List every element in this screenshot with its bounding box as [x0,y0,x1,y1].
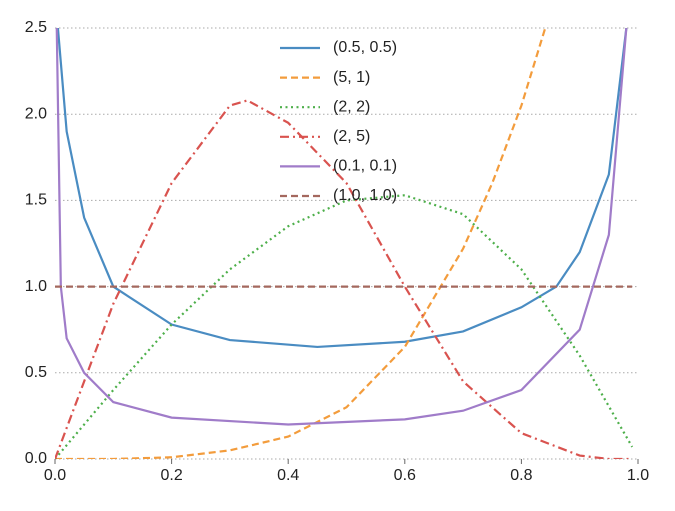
y-tick-label: 1.5 [25,192,47,209]
series-line [55,194,634,459]
legend-label: (1.0, 1.0) [333,187,397,204]
legend-label: (5, 1) [333,69,370,86]
y-tick-label: 1.0 [25,278,47,295]
series-line [55,99,633,459]
x-tick-label: 0.6 [394,467,416,484]
y-tick-label: 0.5 [25,364,47,381]
y-tick-label: 0.0 [25,450,47,467]
legend-label: (0.5, 0.5) [333,39,397,56]
x-tick-label: 1.0 [627,467,649,484]
series-line [56,28,628,349]
x-tick-label: 0.8 [510,467,532,484]
legend-label: (0.1, 0.1) [333,158,397,175]
x-tick-label: 0.0 [44,467,66,484]
legend-label: (2, 2) [333,98,370,115]
x-tick-label: 0.2 [160,467,182,484]
legend-label: (2, 5) [333,128,370,145]
y-tick-label: 2.0 [25,105,47,122]
series-line [55,28,547,459]
series-line [55,28,628,426]
x-tick-label: 0.4 [277,467,299,484]
y-tick-label: 2.5 [25,19,47,36]
